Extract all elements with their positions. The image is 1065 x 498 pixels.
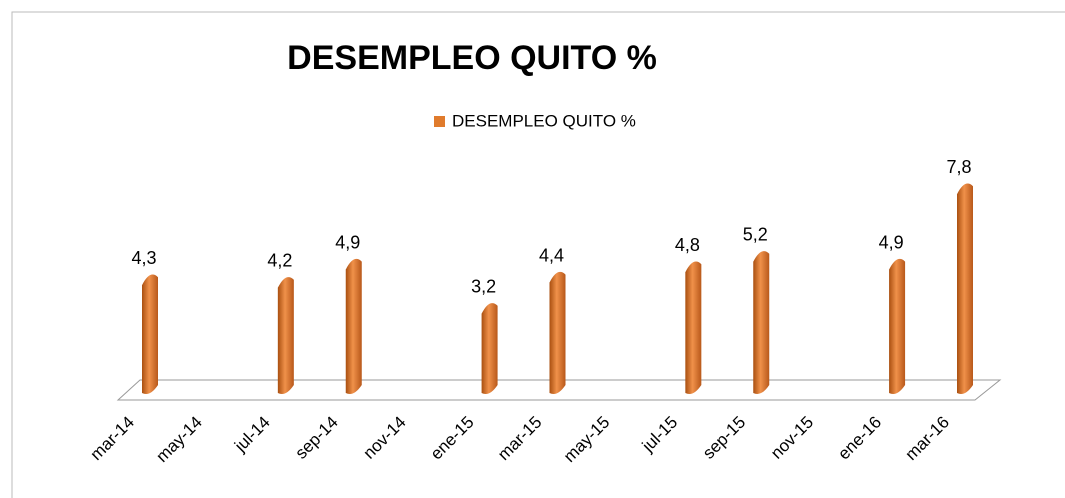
bar xyxy=(957,183,973,394)
data-label: 4,3 xyxy=(131,248,156,268)
bar xyxy=(549,271,566,394)
data-label: 7,8 xyxy=(946,157,971,177)
data-label: 5,2 xyxy=(743,225,768,245)
bar xyxy=(277,277,294,394)
data-label: 4,9 xyxy=(879,232,904,252)
data-label: 4,2 xyxy=(267,251,292,271)
chart-title: DESEMPLEO QUITO % xyxy=(287,39,657,77)
chart-border xyxy=(11,11,1065,498)
data-label: 3,2 xyxy=(471,277,496,297)
data-label: 4,9 xyxy=(335,232,360,252)
bar xyxy=(753,251,770,394)
bar xyxy=(685,261,702,394)
legend-label: DESEMPLEO QUITO % xyxy=(452,111,636,130)
bar xyxy=(889,258,906,394)
legend-swatch xyxy=(434,116,445,127)
data-label: 4,4 xyxy=(539,245,564,265)
bar xyxy=(481,303,498,394)
bar xyxy=(345,258,362,394)
bar xyxy=(142,274,158,394)
data-label: 4,8 xyxy=(675,235,700,255)
